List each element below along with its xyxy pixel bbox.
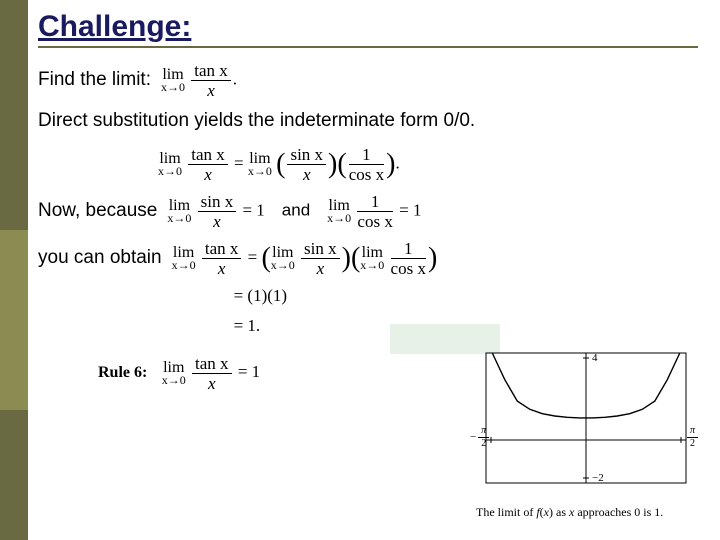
- obtain-text: you can obtain: [38, 240, 162, 271]
- slide-content: Challenge: Find the limit: limx→0 tan xx…: [38, 10, 710, 392]
- find-limit-row: Find the limit: limx→0 tan xx.: [38, 62, 710, 99]
- rule6-eq: limx→0 tan xx = 1: [162, 362, 260, 381]
- find-limit-text: Find the limit:: [38, 68, 151, 93]
- x-right-label: π2: [685, 426, 700, 449]
- graph-caption: The limit of f(x) as x approaches 0 is 1…: [476, 505, 696, 520]
- title-rule: [38, 46, 698, 48]
- now-because-row: Now, because limx→0 sin xx = 1 and limx→…: [38, 193, 710, 230]
- two-limits: limx→0 sin xx = 1 and limx→0 1cos x = 1: [167, 193, 421, 230]
- graph-svg: 4 −2: [476, 348, 696, 498]
- slide-title: Challenge:: [38, 10, 710, 44]
- obtain-eq: limx→0 tan xx = (limx→0 sin xx)(limx→0 1…: [172, 240, 438, 337]
- limit-expr-1: limx→0 tan xx.: [161, 62, 237, 99]
- expansion-eq: limx→0 tan xx = limx→0 (sin xx)(1cos x).: [158, 146, 710, 183]
- now-because-text: Now, because: [38, 199, 157, 224]
- svg-text:4: 4: [592, 352, 598, 364]
- direct-sub-text: Direct substitution yields the indetermi…: [38, 109, 710, 134]
- x-left-label: −π2: [470, 426, 491, 449]
- limit-graph: 4 −2 −π2 π2 The limit of f(x) as x appro…: [476, 348, 696, 516]
- rule6-label: Rule 6:: [98, 364, 147, 382]
- sidebar-accent: [0, 230, 28, 410]
- obtain-row: you can obtain limx→0 tan xx = (limx→0 s…: [38, 240, 710, 337]
- svg-text:−2: −2: [592, 472, 604, 484]
